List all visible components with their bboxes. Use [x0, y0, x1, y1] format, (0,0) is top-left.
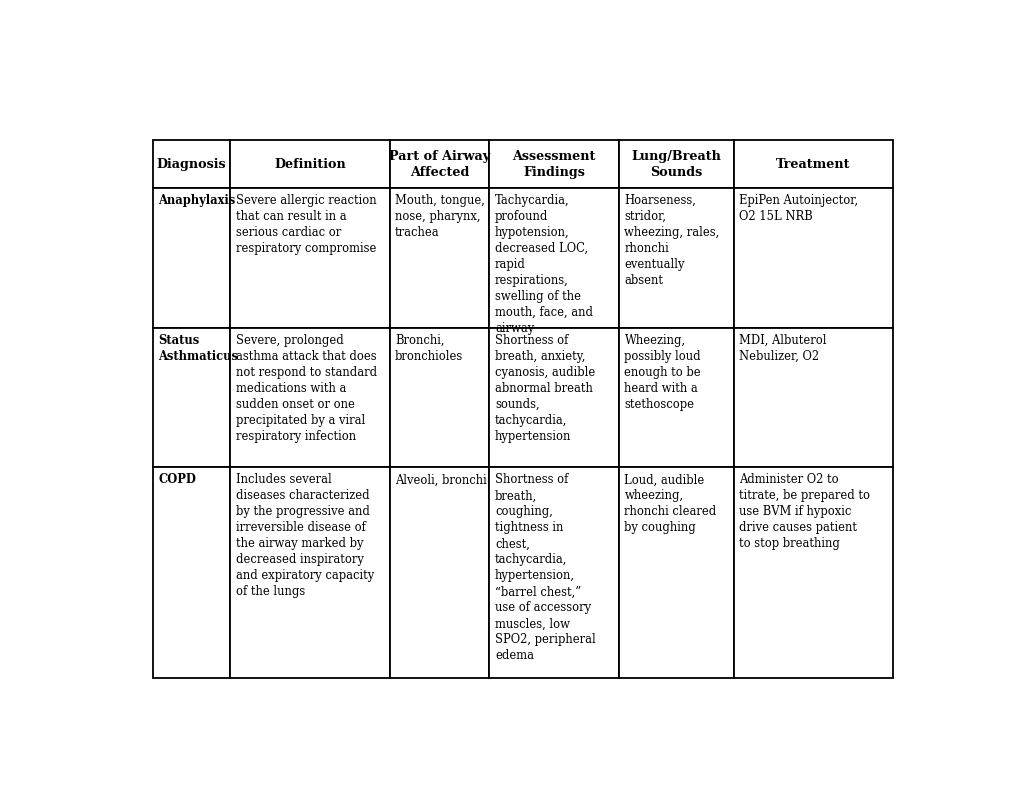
Text: Shortness of
breath,
coughing,
tightness in
chest,
tachycardia,
hypertension,
“b: Shortness of breath, coughing, tightness… [494, 474, 595, 662]
Text: Bronchi,
bronchioles: Bronchi, bronchioles [394, 334, 463, 362]
Bar [153, 188, 230, 328]
Text: Diagnosis: Diagnosis [157, 158, 226, 171]
Bar [389, 467, 489, 678]
Bar [619, 467, 733, 678]
Bar [230, 467, 389, 678]
Bar [153, 328, 230, 467]
Text: Mouth, tongue,
nose, pharynx,
trachea: Mouth, tongue, nose, pharynx, trachea [394, 194, 484, 240]
Text: Part of Airway
Affected: Part of Airway Affected [388, 150, 489, 179]
Text: Lung/Breath
Sounds: Lung/Breath Sounds [631, 150, 720, 179]
Bar [153, 467, 230, 678]
Text: Alveoli, bronchi: Alveoli, bronchi [394, 474, 486, 486]
Bar [489, 188, 619, 328]
Text: Severe allergic reaction
that can result in a
serious cardiac or
respiratory com: Severe allergic reaction that can result… [235, 194, 376, 255]
Bar [230, 140, 389, 188]
Bar [389, 188, 489, 328]
Text: Administer O2 to
titrate, be prepared to
use BVM if hypoxic
drive causes patient: Administer O2 to titrate, be prepared to… [739, 474, 869, 550]
Bar [733, 188, 892, 328]
Text: EpiPen Autoinjector,
O2 15L NRB: EpiPen Autoinjector, O2 15L NRB [739, 194, 857, 223]
Bar [489, 140, 619, 188]
Bar [389, 140, 489, 188]
Bar [733, 467, 892, 678]
Text: Severe, prolonged
asthma attack that does
not respond to standard
medications wi: Severe, prolonged asthma attack that doe… [235, 334, 377, 443]
Text: Wheezing,
possibly loud
enough to be
heard with a
stethoscope: Wheezing, possibly loud enough to be hea… [624, 334, 700, 411]
Text: MDI, Albuterol
Nebulizer, O2: MDI, Albuterol Nebulizer, O2 [739, 334, 825, 362]
Bar [733, 328, 892, 467]
Bar [489, 467, 619, 678]
Text: Loud, audible
wheezing,
rhonchi cleared
by coughing: Loud, audible wheezing, rhonchi cleared … [624, 474, 716, 534]
Text: Assessment
Findings: Assessment Findings [512, 150, 595, 179]
Text: Definition: Definition [274, 158, 345, 171]
Text: Tachycardia,
profound
hypotension,
decreased LOC,
rapid
respirations,
swelling o: Tachycardia, profound hypotension, decre… [494, 194, 592, 335]
Bar [230, 328, 389, 467]
Bar [153, 140, 230, 188]
Text: Includes several
diseases characterized
by the progressive and
irreversible dise: Includes several diseases characterized … [235, 474, 374, 598]
Bar [489, 328, 619, 467]
Bar [733, 140, 892, 188]
Bar [619, 328, 733, 467]
Bar [389, 328, 489, 467]
Text: Status
Asthmaticus: Status Asthmaticus [158, 334, 238, 362]
Text: Hoarseness,
stridor,
wheezing, rales,
rhonchi
eventually
absent: Hoarseness, stridor, wheezing, rales, rh… [624, 194, 719, 287]
Text: Anaphylaxis: Anaphylaxis [158, 194, 235, 207]
Bar [619, 188, 733, 328]
Bar [619, 140, 733, 188]
Text: COPD: COPD [158, 474, 196, 486]
Text: Treatment: Treatment [775, 158, 850, 171]
Bar [230, 188, 389, 328]
Text: Shortness of
breath, anxiety,
cyanosis, audible
abnormal breath
sounds,
tachycar: Shortness of breath, anxiety, cyanosis, … [494, 334, 595, 443]
